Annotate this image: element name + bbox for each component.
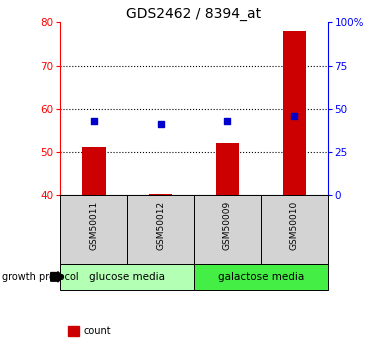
- Bar: [216, 143, 239, 195]
- Text: GSM50011: GSM50011: [89, 200, 98, 250]
- Bar: [60, 264, 194, 290]
- Bar: [282, 31, 306, 195]
- Bar: [194, 195, 261, 264]
- Point: [158, 121, 164, 127]
- Text: count: count: [84, 326, 112, 336]
- Bar: [127, 195, 194, 264]
- Text: GSM50012: GSM50012: [156, 200, 165, 249]
- Point: [291, 113, 297, 118]
- Bar: [149, 194, 172, 195]
- Bar: [261, 195, 328, 264]
- Point: [91, 118, 97, 124]
- Bar: [194, 264, 328, 290]
- Text: galactose media: galactose media: [218, 272, 304, 282]
- Text: GSM50009: GSM50009: [223, 200, 232, 250]
- Bar: [60, 195, 127, 264]
- Title: GDS2462 / 8394_at: GDS2462 / 8394_at: [126, 7, 262, 21]
- Point: [224, 118, 230, 124]
- Bar: [82, 148, 106, 195]
- Text: GSM50010: GSM50010: [290, 200, 299, 250]
- Text: growth protocol: growth protocol: [2, 272, 78, 282]
- Text: glucose media: glucose media: [89, 272, 165, 282]
